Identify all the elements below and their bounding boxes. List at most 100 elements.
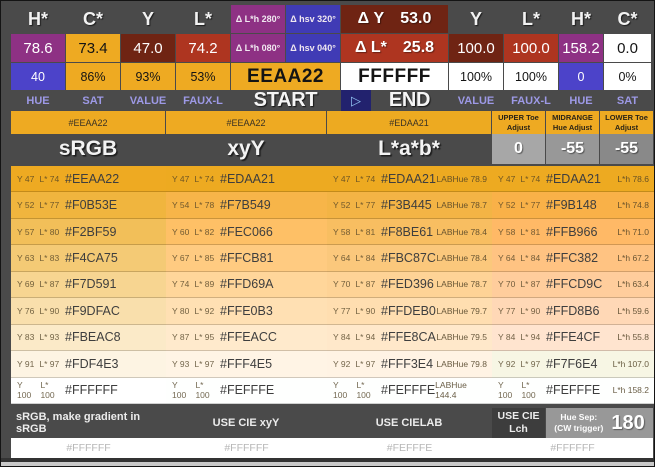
- row-hex-value: #FFF4E5: [220, 356, 273, 371]
- row-hex-value: #EDAA21: [546, 171, 601, 186]
- row-hex-value: #F9B148: [546, 198, 597, 213]
- row-y-l-label: Y 77 L* 90: [498, 305, 541, 316]
- start-hex-field[interactable]: EEAA22: [231, 63, 340, 90]
- gradient-cell-lch: Y 47 L* 74 #EDAA21 L*h 78.6: [492, 166, 654, 193]
- gradient-cell-lab: Y 84 L* 94 #FFE8CA LABHue 79.5: [327, 324, 492, 352]
- delta-y-label: Δ Y: [357, 10, 385, 27]
- gradient-row: Y 83 L* 93 #FBEAC8 Y 87 L* 95 #FFEACC Y 84 L* 9…: [11, 324, 654, 352]
- row-y-l-label: Y 67 L* 85: [172, 253, 215, 264]
- row-hex-value: #F9DFAC: [65, 303, 120, 318]
- end-button[interactable]: END: [388, 89, 431, 111]
- gradient-cell-srgb: Y 52 L* 77 #F0B53E: [11, 192, 166, 219]
- right-h-header: H*: [570, 8, 591, 29]
- row-y-l-label: Y 70 L* 87: [498, 279, 541, 290]
- lower-toe-adjust-value[interactable]: -55: [600, 134, 653, 164]
- gradient-cell-srgb: Y 100 L* 100 #FFFFFF: [11, 377, 166, 404]
- row-hex-value: #EEAA22: [65, 171, 120, 186]
- use-cie-lch-button[interactable]: USE CIE Lch: [492, 408, 545, 438]
- row-y-l-label: Y 47 L* 74: [17, 173, 60, 184]
- row-y-l-label: Y 58 L* 81: [333, 226, 376, 237]
- delta-y-box: Δ Y 53.0: [341, 5, 448, 33]
- row-hex-value: #FEC066: [220, 224, 273, 239]
- row-lh-value: L*h 59.6: [617, 305, 649, 316]
- adjust-subtitle: Adjust: [614, 122, 639, 132]
- row-hex-value: #FEFFFE: [546, 383, 601, 398]
- left-hue-label: HUE: [26, 94, 50, 107]
- gradient-cell-lab: Y 47 L* 74 #EDAA21 LABHue 78.9: [327, 166, 492, 193]
- row-y-l-label: Y 100 L* 100: [333, 380, 371, 401]
- row-y-l-label: Y 84 L* 94: [498, 332, 541, 343]
- row-y-l-label: Y 100 L* 100: [498, 380, 536, 401]
- row-labhue-value: LABHue 79.7: [436, 305, 487, 316]
- gradient-cell-xyy: Y 87 L* 95 #FFEACC: [166, 324, 327, 352]
- row-y-l-label: Y 93 L* 97: [172, 358, 215, 369]
- gradient-cell-srgb: Y 47 L* 74 #EEAA22: [11, 166, 166, 193]
- row-y-l-label: Y 52 L* 77: [333, 200, 376, 211]
- row-y-l-label: Y 87 L* 95: [172, 332, 215, 343]
- gradient-cell-xyy: Y 47 L* 74 #EDAA21: [166, 166, 327, 193]
- row-hex-value: #F4CA75: [65, 251, 118, 266]
- row-hex-value: #FBC87C: [381, 251, 436, 266]
- delta-l-value: 25.8: [402, 39, 435, 56]
- row-y-l-label: Y 91 L* 97: [17, 358, 60, 369]
- row-lh-value: L*h 78.6: [617, 173, 649, 184]
- row-y-l-label: Y 47 L* 74: [498, 173, 541, 184]
- gradient-cell-lch: Y 100 L* 100 #FEFFFE L*h 158.2: [492, 377, 654, 404]
- srgb-column-header: sRGB: [58, 137, 118, 160]
- right-l-header: L*: [522, 8, 540, 29]
- row-hex-value: #FFDEB0: [381, 303, 436, 318]
- row-y-l-label: Y 100 L* 100: [17, 380, 55, 401]
- adjust-subtitle: Adjust: [506, 122, 531, 132]
- row-y-l-label: Y 77 L* 90: [333, 305, 376, 316]
- row-hex-value: #FFE8CA: [381, 330, 436, 345]
- midrange-hue-adjust-value[interactable]: -55: [546, 134, 599, 164]
- right-hue-label: HUE: [569, 94, 593, 107]
- left-l-value: 74.2: [176, 34, 230, 62]
- end-hex-field[interactable]: FFFFFF: [341, 63, 448, 90]
- row-hex-value: #FFFFFF: [65, 383, 118, 398]
- row-y-l-label: Y 58 L* 81: [498, 226, 541, 237]
- gradient-cell-lab: Y 70 L* 87 #FED396 LABHue 78.7: [327, 271, 492, 299]
- start-button[interactable]: START: [253, 89, 318, 111]
- right-l-value: 100.0: [504, 34, 558, 62]
- adjust-title: LOWER Toe: [605, 113, 648, 123]
- row-hex-value: #FFEACC: [220, 330, 277, 345]
- hue-sep-label-line2: (CW trigger): [554, 423, 604, 433]
- gradient-cell-lch: Y 58 L* 81 #FFB966 L*h 71.0: [492, 218, 654, 246]
- row-y-l-label: Y 47 L* 74: [172, 173, 215, 184]
- upper-toe-adjust-value[interactable]: 0: [492, 134, 545, 164]
- use-cielab-button[interactable]: USE CIELAB: [375, 417, 443, 429]
- row-y-l-label: Y 84 L* 94: [333, 332, 376, 343]
- final-values-row: #FFFFFF #FFFFFF #FEFFFE #FFFFFF: [11, 438, 653, 458]
- row-labhue-value: LABHue 78.7: [436, 200, 487, 211]
- delta-l-label: Δ L*: [354, 39, 387, 56]
- hue-sep-value[interactable]: 180: [611, 411, 645, 434]
- gradient-cell-lab: Y 64 L* 84 #FBC87C LABHue 78.4: [327, 245, 492, 272]
- row-y-l-label: Y 63 L* 83: [17, 253, 60, 264]
- gradient-cell-xyy: Y 74 L* 89 #FFD69A: [166, 271, 327, 299]
- row-hex-value: #EDAA21: [381, 171, 436, 186]
- gradient-row: Y 52 L* 77 #F0B53E Y 54 L* 78 #F7B549 Y 52 L* 7…: [11, 192, 654, 219]
- row-hex-value: #F7B549: [220, 198, 271, 213]
- gradient-cell-srgb: Y 63 L* 83 #F4CA75: [11, 245, 166, 272]
- xyy-final-hex: #FFFFFF: [224, 442, 269, 454]
- midrange-hue-adjust-header: MIDRANGE Hue Adjust: [546, 111, 599, 134]
- left-l-header: L*: [194, 8, 212, 29]
- use-cie-xyy-button[interactable]: USE CIE xyY: [212, 417, 280, 429]
- gradient-cell-srgb: Y 57 L* 80 #F2BF59: [11, 218, 166, 246]
- right-sat-label: SAT: [616, 94, 639, 107]
- row-hex-value: #F0B53E: [65, 198, 118, 213]
- play-button[interactable]: ▷: [341, 90, 371, 111]
- row-y-l-label: Y 54 L* 78: [172, 200, 215, 211]
- bottom-dark-strip: [1, 458, 654, 462]
- delta-lh-top-badge: Δ L*h 280°: [231, 5, 285, 33]
- row-y-l-label: Y 74 L* 89: [172, 279, 215, 290]
- row-hex-value: #FFCD9C: [546, 277, 603, 292]
- right-fauxl-percent: 100%: [504, 63, 558, 90]
- delta-l-box: Δ L* 25.8: [341, 34, 448, 62]
- gradient-cell-lab: Y 58 L* 81 #F8BE61 LABHue 78.4: [327, 218, 492, 246]
- gradient-row: Y 63 L* 83 #F4CA75 Y 67 L* 85 #FFCB81 Y 64 L* 8…: [11, 245, 654, 272]
- right-c-header: C*: [617, 8, 638, 29]
- row-labhue-value: LABHue 79.5: [436, 332, 487, 343]
- right-y-value: 100.0: [449, 34, 503, 62]
